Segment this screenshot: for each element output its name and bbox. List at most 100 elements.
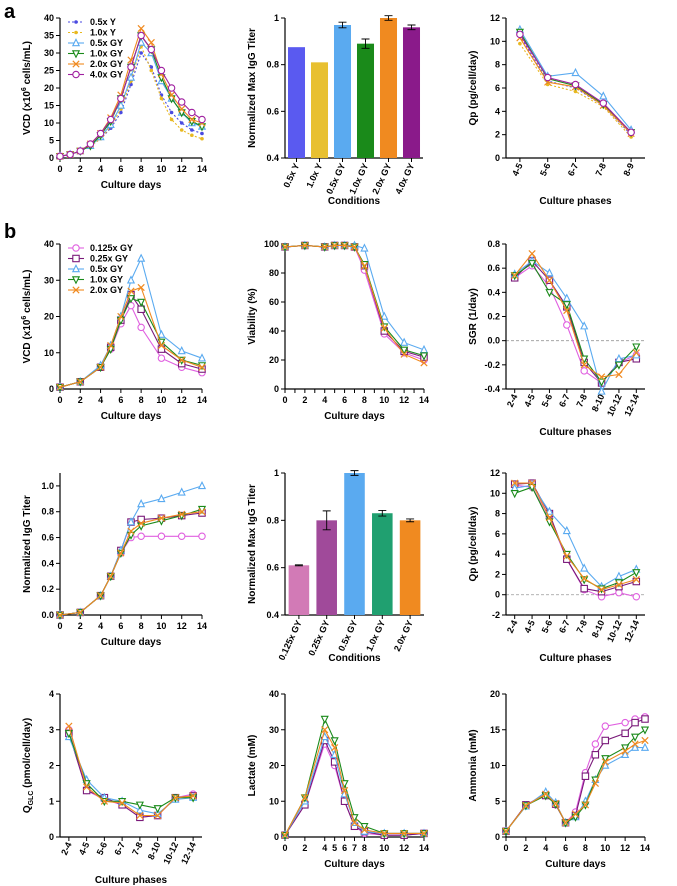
data-point — [139, 51, 143, 55]
y-tick-label: 2 — [495, 569, 500, 579]
x-tick-label: 10-12 — [605, 619, 624, 644]
data-point — [157, 354, 166, 362]
x-tick-label: 2-4 — [59, 841, 74, 857]
y-tick-label: 1 — [274, 13, 279, 23]
y-tick-label: 15 — [490, 725, 500, 735]
x-tick-label: 12-14 — [622, 393, 641, 418]
y-tick-label: 10 — [490, 36, 500, 46]
data-point — [126, 517, 136, 526]
data-point — [167, 91, 176, 99]
chart-b4: 0.0 0.2 0.4 0.6 0.8 1.0 0 2 4 6 8 10 12 14 Culture day… — [22, 473, 207, 648]
data-point — [198, 363, 206, 371]
data-point — [591, 779, 599, 787]
error-bar — [407, 24, 416, 31]
x-tick-label: 8 — [362, 843, 367, 853]
x-tick-label: 12 — [620, 843, 630, 853]
series-4-0x-GY — [516, 30, 635, 137]
series-2-0x-GY — [502, 736, 649, 835]
data-point — [177, 532, 186, 541]
series-line — [514, 484, 637, 588]
y-tick-label: 0.4 — [266, 153, 279, 163]
data-point — [177, 98, 186, 106]
series-line — [59, 485, 203, 616]
y-tick-label: 20 — [269, 761, 279, 771]
data-point — [126, 295, 136, 304]
x-tick-label: 10-12 — [161, 841, 180, 866]
data-point — [420, 359, 428, 367]
x-tick-label: 8-10 — [146, 841, 163, 862]
data-point — [380, 324, 388, 332]
data-point — [149, 65, 154, 69]
data-point — [621, 749, 630, 759]
x-tick-label: 0 — [282, 395, 287, 405]
data-point — [119, 110, 123, 115]
y-tick-label: 0 — [495, 153, 500, 163]
y-axis-label: VCD (x106 cells/mL) — [21, 270, 33, 364]
data-point — [169, 117, 174, 122]
data-point — [400, 350, 408, 358]
data-point — [118, 799, 126, 807]
data-point — [561, 819, 570, 827]
x-tick-label: 8 — [139, 164, 144, 174]
data-point — [200, 136, 204, 141]
x-tick-label: 10 — [379, 395, 389, 405]
data-point — [197, 480, 207, 490]
data-point — [528, 250, 536, 258]
data-point — [640, 726, 650, 735]
x-tick-label: 5-6 — [95, 841, 110, 857]
data-point — [157, 514, 166, 522]
data-point — [380, 829, 388, 838]
legend-marker — [71, 264, 81, 273]
y-tick-label: 0.4 — [266, 610, 279, 620]
data-point — [627, 128, 635, 137]
x-tick-label: 4 — [98, 395, 103, 405]
data-point — [76, 378, 84, 386]
data-point — [153, 805, 162, 814]
data-point — [331, 241, 339, 250]
data-point — [614, 353, 624, 363]
y-tick-label: 4 — [49, 689, 54, 699]
series-line — [514, 262, 637, 383]
data-point — [167, 84, 176, 92]
y-tick-label: 0.2 — [41, 584, 54, 594]
y-tick-label: 12 — [490, 13, 500, 23]
data-point — [190, 133, 194, 138]
data-point — [632, 575, 640, 584]
y-axis-label: Normalized Max IgG Titer — [247, 484, 258, 604]
y-tick-label: 40 — [44, 239, 54, 249]
error-bar — [378, 509, 387, 517]
y-tick-label: 5 — [49, 136, 54, 146]
data-point — [614, 571, 624, 580]
data-point — [281, 831, 289, 839]
x-tick-label: 7-8 — [574, 619, 589, 635]
series-line — [284, 244, 425, 351]
data-point — [502, 827, 510, 835]
bar-2-0x-GY — [379, 18, 398, 158]
data-point — [137, 31, 145, 40]
x-tick-label: 2 — [78, 621, 83, 631]
x-axis-label: Culture phases — [95, 875, 168, 886]
data-point — [127, 287, 135, 295]
chart-b6: -2 0 2 4 6 8 10 12 2-4 4-5 5-6 6-7 7-8 8-1010-1212-14… — [468, 468, 645, 664]
data-point — [126, 72, 136, 81]
data-point — [137, 519, 145, 527]
data-point — [571, 80, 580, 89]
data-point — [198, 508, 206, 516]
x-tick-label: 14 — [197, 621, 207, 631]
data-point — [545, 514, 554, 522]
legend-marker — [72, 286, 80, 294]
data-point — [321, 243, 329, 251]
data-point — [632, 577, 641, 586]
x-axis-label: Culture days — [101, 411, 162, 422]
x-tick-label: 6-7 — [557, 393, 572, 409]
data-point — [281, 243, 289, 251]
x-tick-label: 0.125x GY — [276, 619, 303, 662]
y-tick-label: 8 — [495, 60, 500, 70]
data-point — [511, 271, 519, 280]
series-line — [514, 252, 637, 378]
y-axis-label-main: VCD (x10 — [22, 91, 33, 135]
y-tick-label: 0 — [274, 832, 279, 842]
x-axis-label: Culture phases — [539, 653, 612, 664]
legend: 0.5x Y1.0x Y0.5x GY1.0x GY2.0x GY4.0x GY — [68, 17, 123, 80]
data-point — [573, 89, 578, 94]
